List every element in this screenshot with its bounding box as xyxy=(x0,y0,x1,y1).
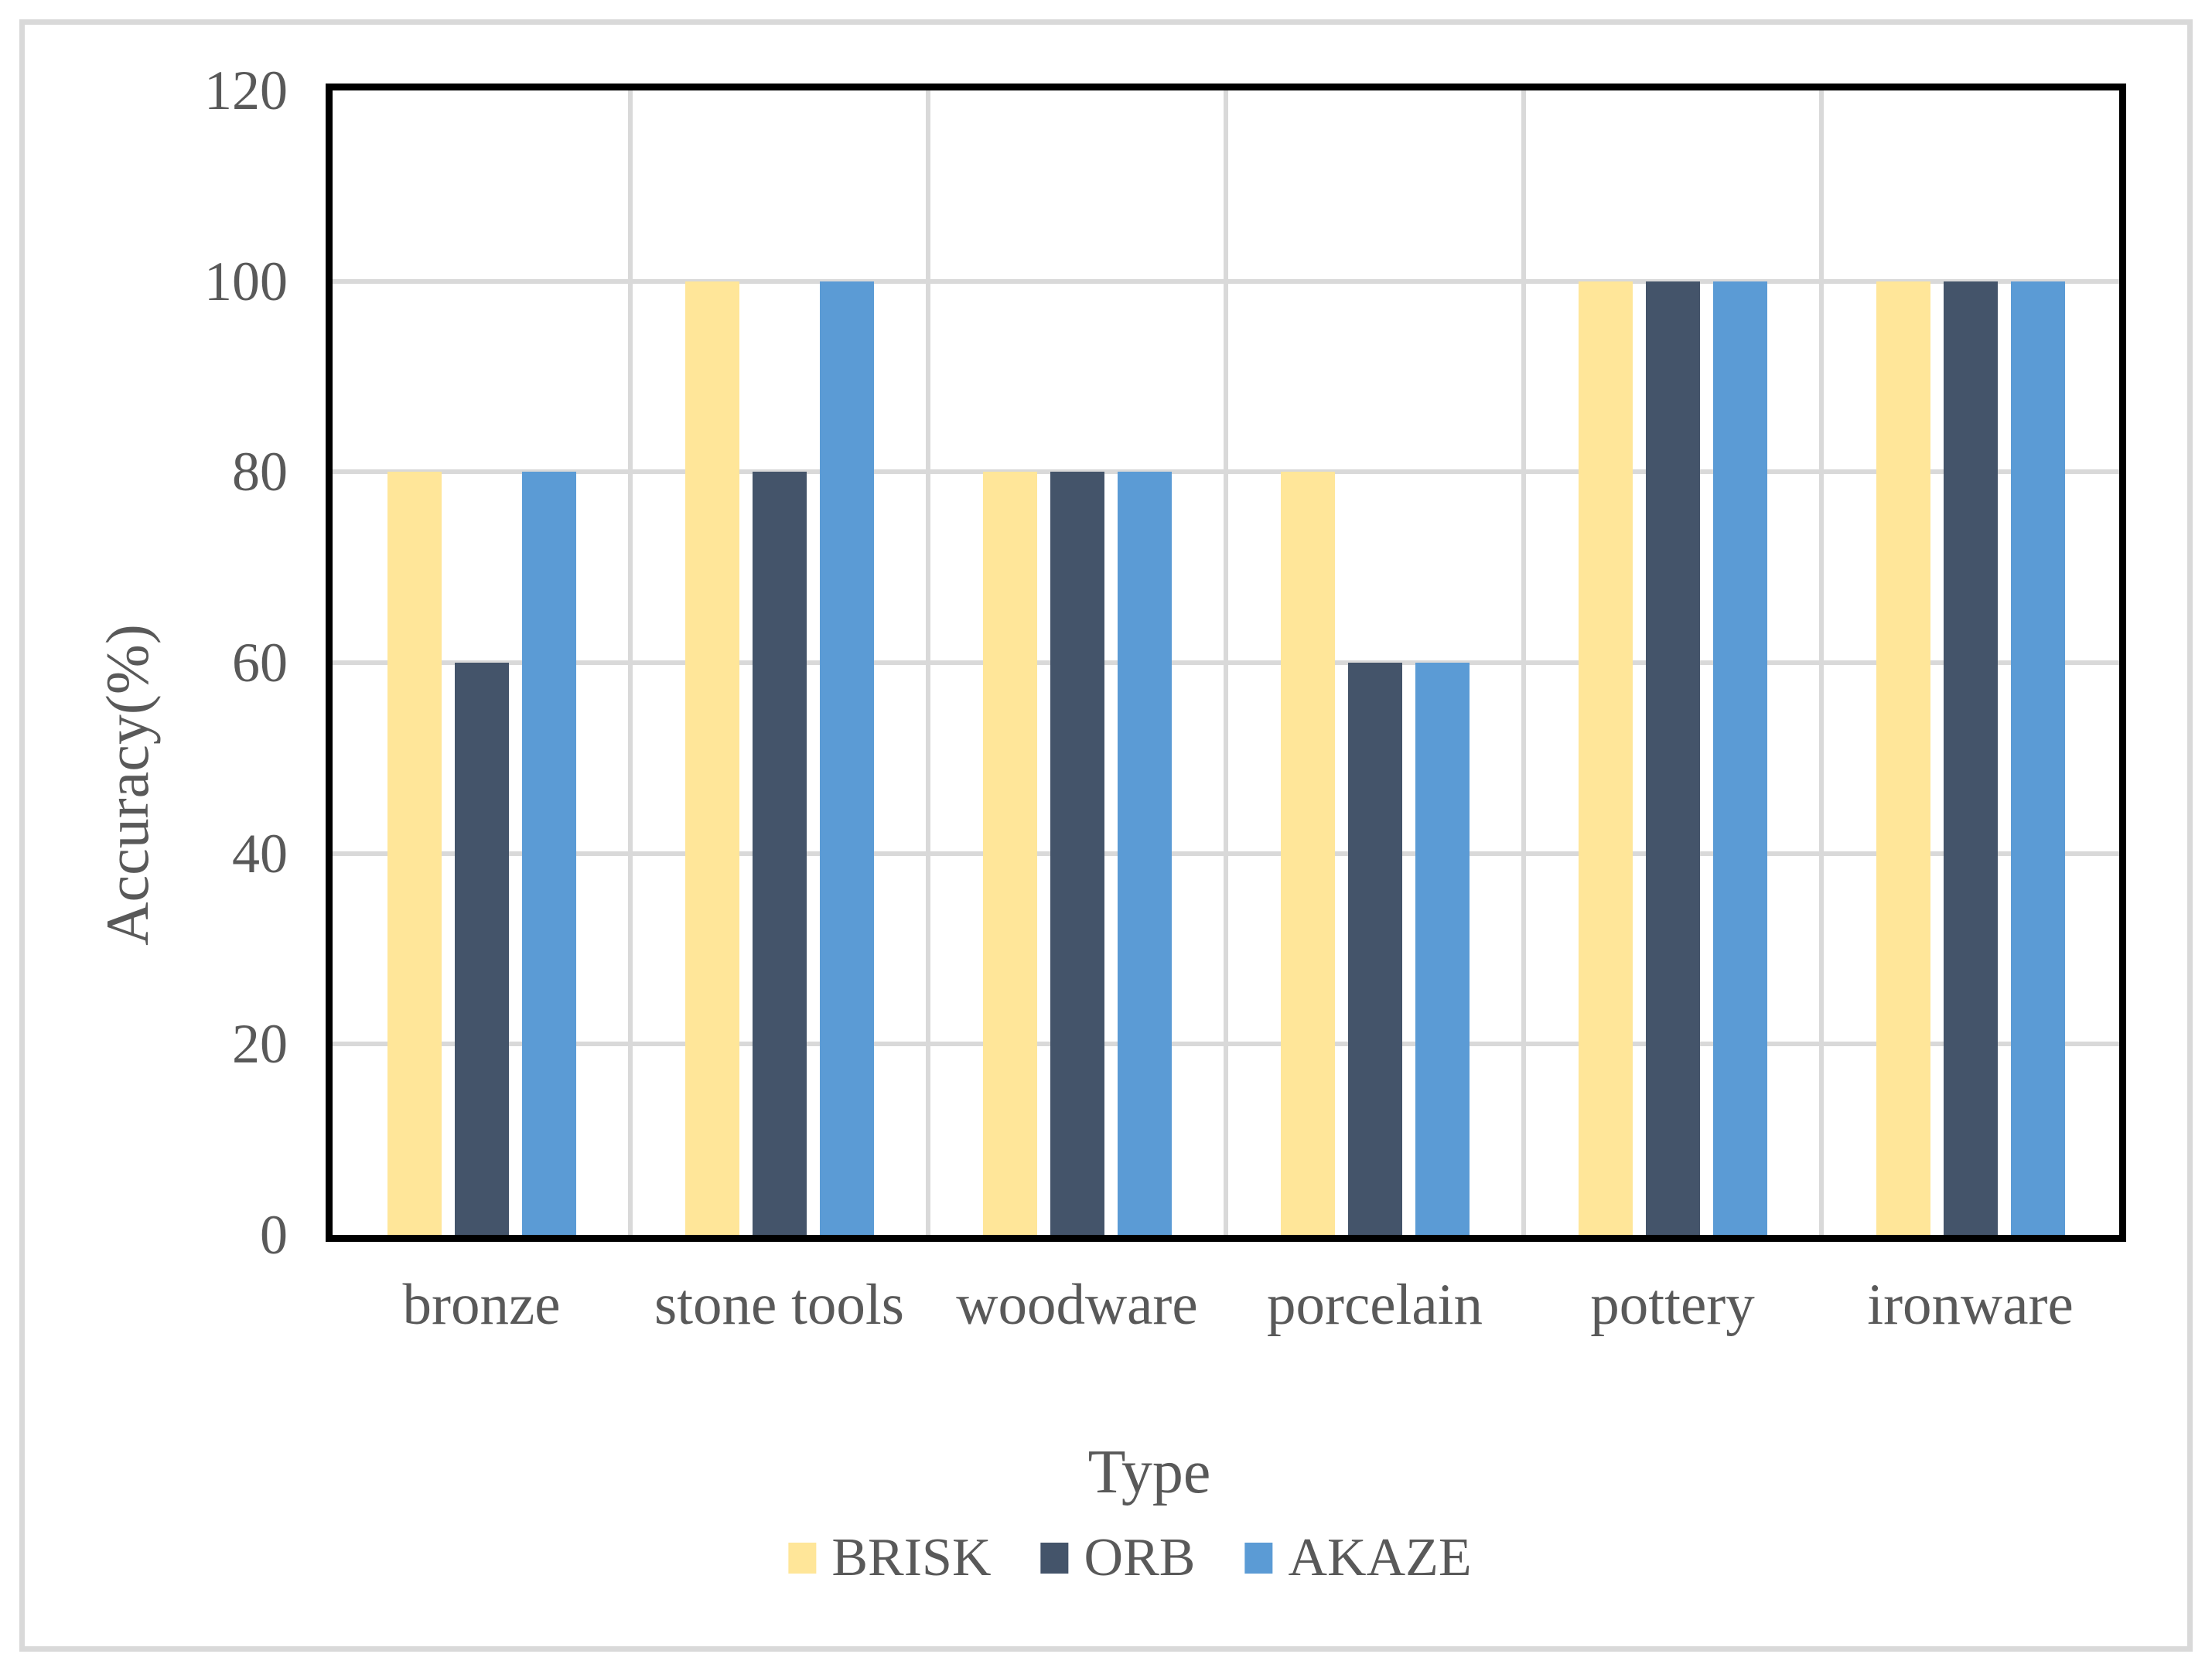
bar-akaze-bronze xyxy=(521,472,576,1235)
bar-orb-stone-tools xyxy=(752,472,807,1235)
x-axis-title: Type xyxy=(1087,1438,1211,1506)
bar-brisk-woodware xyxy=(982,472,1037,1235)
gridline-x-5 xyxy=(1819,90,1824,1235)
gridline-x-2 xyxy=(926,90,930,1235)
y-tick-label-120: 120 xyxy=(204,60,288,121)
legend-marker-brisk xyxy=(788,1543,817,1574)
x-category-label-bronze: bronze xyxy=(402,1273,561,1337)
legend: BRISK ORB AKAZE xyxy=(788,1528,1472,1587)
x-category-label-pottery: pottery xyxy=(1590,1273,1755,1337)
bar-orb-porcelain xyxy=(1347,663,1402,1235)
gridline-x-4 xyxy=(1521,90,1526,1235)
y-tick-label-0: 0 xyxy=(260,1204,288,1266)
y-tick-label-80: 80 xyxy=(232,441,288,503)
legend-label-brisk: BRISK xyxy=(831,1528,992,1587)
plot-area xyxy=(326,84,2126,1242)
legend-item-orb: ORB xyxy=(1040,1528,1196,1587)
x-category-label-porcelain: porcelain xyxy=(1266,1273,1483,1337)
legend-marker-orb xyxy=(1040,1543,1069,1574)
x-category-label-woodware: woodware xyxy=(956,1273,1198,1337)
bar-akaze-stone-tools xyxy=(819,281,874,1235)
gridline-x-3 xyxy=(1224,90,1228,1235)
bar-akaze-ironware xyxy=(2010,281,2065,1235)
x-category-label-ironware: ironware xyxy=(1867,1273,2074,1337)
bar-akaze-woodware xyxy=(1117,472,1172,1235)
y-tick-label-60: 60 xyxy=(232,632,288,694)
bar-akaze-pottery xyxy=(1712,281,1767,1235)
y-tick-label-40: 40 xyxy=(232,822,288,885)
legend-item-brisk: BRISK xyxy=(788,1528,992,1587)
bar-brisk-pottery xyxy=(1578,281,1633,1235)
bar-orb-ironware xyxy=(1943,281,1998,1235)
x-category-label-stone-tools: stone tools xyxy=(654,1273,904,1337)
legend-label-akaze: AKAZE xyxy=(1288,1528,1472,1587)
bar-brisk-porcelain xyxy=(1280,472,1335,1235)
bar-orb-bronze xyxy=(454,663,509,1235)
bar-brisk-stone-tools xyxy=(684,281,739,1235)
legend-label-orb: ORB xyxy=(1084,1528,1196,1587)
gridline-x-1 xyxy=(628,90,633,1235)
bar-brisk-bronze xyxy=(387,472,442,1235)
bar-orb-pottery xyxy=(1645,281,1700,1235)
y-axis-title: Accuracy(%) xyxy=(94,624,161,946)
bar-akaze-porcelain xyxy=(1415,663,1470,1235)
y-tick-label-20: 20 xyxy=(232,1013,288,1076)
bar-orb-woodware xyxy=(1050,472,1104,1235)
y-tick-label-100: 100 xyxy=(204,250,288,312)
legend-item-akaze: AKAZE xyxy=(1244,1528,1472,1587)
legend-marker-akaze xyxy=(1244,1543,1273,1574)
bar-brisk-ironware xyxy=(1876,281,1930,1235)
